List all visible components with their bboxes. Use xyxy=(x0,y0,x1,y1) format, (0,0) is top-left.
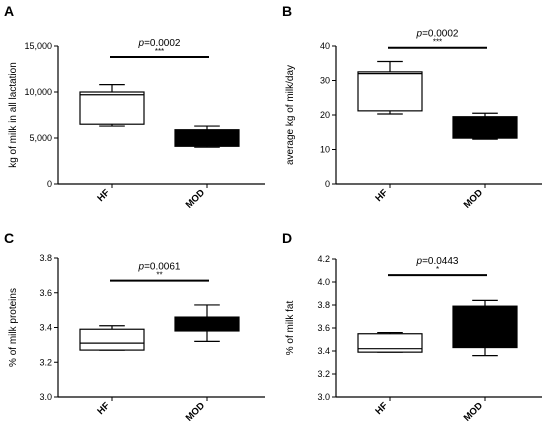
x-tick-label: MOD xyxy=(462,187,486,211)
y-tick-label: 0 xyxy=(47,179,52,189)
significance-stars: * xyxy=(436,265,439,274)
y-tick-label: 3.4 xyxy=(39,323,52,333)
y-tick-label: 3.8 xyxy=(317,300,330,310)
box-MOD xyxy=(174,304,240,342)
y-tick-label: 3.4 xyxy=(317,346,330,356)
y-tick-label: 10,000 xyxy=(24,87,52,97)
x-tick-label: MOD xyxy=(184,187,208,211)
y-axis-label: average kg of milk/day xyxy=(285,65,296,165)
x-tick-label: MOD xyxy=(462,400,486,424)
x-tick-label: HF xyxy=(95,400,112,417)
box-HF xyxy=(357,332,423,353)
panel-label: D xyxy=(282,230,292,246)
y-tick-label: 3.8 xyxy=(39,253,52,263)
y-tick-label: 20 xyxy=(320,110,330,120)
y-tick-label: 3.6 xyxy=(39,288,52,298)
y-tick-label: 15,000 xyxy=(24,41,52,51)
p-value-label: p=0.0061 xyxy=(138,262,181,273)
y-tick-label: 3.0 xyxy=(317,392,330,402)
box-HF xyxy=(79,325,145,351)
box-iqr xyxy=(174,129,240,147)
p-value-label: p=0.0002 xyxy=(138,38,181,49)
box-MOD xyxy=(452,112,518,140)
y-axis-label: % of milk fat xyxy=(285,301,296,356)
y-tick-label: 30 xyxy=(320,76,330,86)
panel-A: A 0 5,000 10,000 15,000 kg of milk in all lac… xyxy=(4,3,265,211)
panel-B: B 0 10 20 30 40 average kg of milk/day HF MOD p=0… xyxy=(282,3,542,211)
p-value-label: p=0.0002 xyxy=(416,29,459,40)
box-iqr xyxy=(174,316,240,332)
panel-label: B xyxy=(282,3,292,19)
box-iqr xyxy=(79,328,145,351)
box-iqr xyxy=(452,116,518,139)
significance-stars: *** xyxy=(433,38,442,47)
box-iqr xyxy=(357,333,423,353)
panel-D: D 3.0 3.2 3.4 3.6 3.8 4.0 4.2 % of milk fat HF MOD… xyxy=(282,230,542,424)
x-tick-label: HF xyxy=(373,400,390,417)
y-tick-label: 4.2 xyxy=(317,254,330,264)
x-tick-label: HF xyxy=(373,187,390,204)
panel-label: A xyxy=(4,3,14,19)
panel-label: C xyxy=(4,230,14,246)
y-tick-label: 4.0 xyxy=(317,277,330,287)
y-tick-label: 3.2 xyxy=(39,357,52,367)
box-HF xyxy=(79,84,145,127)
significance-stars: ** xyxy=(156,271,162,280)
box-iqr xyxy=(79,91,145,125)
y-axis-label: kg of milk in all lactation xyxy=(8,62,19,168)
box-MOD xyxy=(452,299,518,357)
box-iqr xyxy=(357,71,423,112)
y-tick-label: 3.0 xyxy=(39,392,52,402)
y-tick-label: 10 xyxy=(320,145,330,155)
x-tick-label: MOD xyxy=(184,400,208,424)
significance-stars: *** xyxy=(155,47,164,56)
box-HF xyxy=(357,60,423,115)
x-tick-label: HF xyxy=(95,187,112,204)
y-tick-label: 3.6 xyxy=(317,323,330,333)
box-MOD xyxy=(174,125,240,148)
y-tick-label: 0 xyxy=(325,179,330,189)
box-iqr xyxy=(452,305,518,349)
p-value-label: p=0.0443 xyxy=(416,256,459,267)
panel-C: C 3.0 3.2 3.4 3.6 3.8 % of milk proteins HF MOD p… xyxy=(4,230,265,424)
y-tick-label: 3.2 xyxy=(317,369,330,379)
y-axis-label: % of milk proteins xyxy=(8,288,19,367)
y-tick-label: 40 xyxy=(320,41,330,51)
y-tick-label: 5,000 xyxy=(29,133,52,143)
